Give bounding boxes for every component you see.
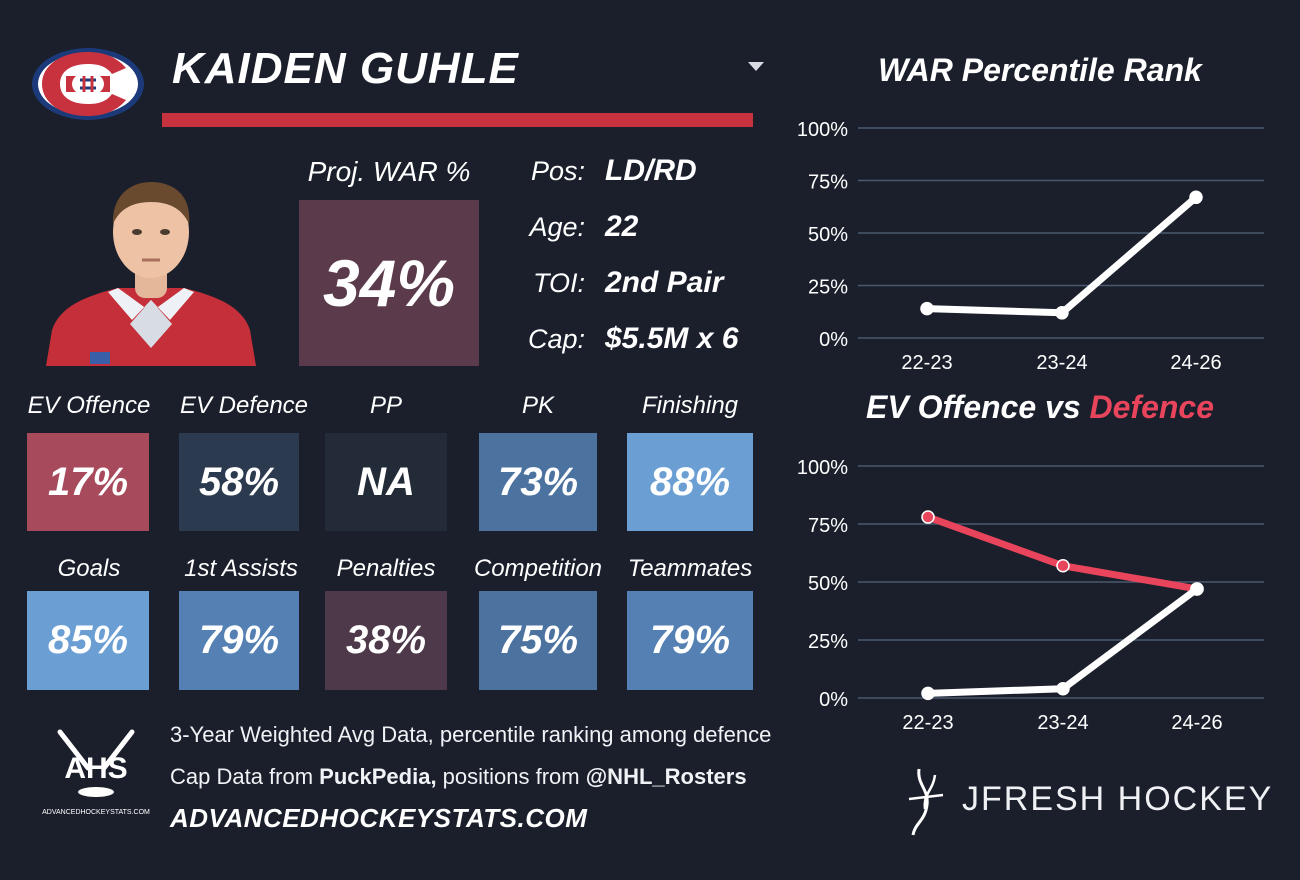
footer-note-2-mid: positions from	[436, 764, 586, 789]
footer-note-1: 3-Year Weighted Avg Data, percentile ran…	[170, 722, 772, 747]
chart2-xtick-label: 24-26	[1171, 712, 1222, 734]
chart1-series-0-line	[923, 193, 1200, 317]
player-photo	[46, 182, 256, 366]
chart1-ytick-label: 50%	[808, 224, 848, 246]
tile-pk: 73%	[479, 433, 597, 531]
footer-note-2-pre: Cap Data from	[170, 764, 320, 789]
tile-goals: 85%	[27, 591, 149, 690]
player-name: KAIDEN GUHLE	[172, 44, 519, 93]
info-age-value: 22	[605, 210, 639, 243]
war-percentile-chart: 0% 25% 50% 75% 100% 22-23 23-24 24-26	[797, 119, 1264, 374]
chart1-title: WAR Percentile Rank	[878, 52, 1202, 88]
chart2-xtick-label: 22-23	[902, 712, 953, 734]
chart2-ytick-label: 75%	[808, 515, 848, 537]
chart2-ytick-label: 100%	[797, 457, 848, 479]
tile-label-goals: Goals	[57, 555, 121, 582]
info-pos-key: Pos:	[530, 156, 585, 186]
tile-label-pp: PP	[369, 392, 402, 419]
chart2-series-0-point	[1056, 681, 1070, 696]
info-age-key: Age:	[529, 212, 585, 242]
chart1-ytick-label: 0%	[819, 329, 848, 351]
info-cap-key: Cap:	[527, 324, 585, 354]
tile-label-ev-defence: EV Defence	[179, 392, 309, 419]
chart2-xtick-label: 23-24	[1037, 712, 1088, 734]
tile-teammates: 79%	[627, 591, 753, 690]
header-accent-bar	[162, 113, 753, 127]
chart1-xtick-label: 22-23	[901, 352, 952, 374]
tile-label-pk: PK	[521, 392, 554, 419]
chart1-ytick-label: 75%	[808, 172, 848, 194]
puckpedia-credit: PuckPedia,	[319, 764, 437, 789]
chart2-title-part2: Defence	[1089, 389, 1215, 425]
tile-1st-assists: 79%	[179, 591, 299, 690]
tile-label-competition: Competition	[473, 555, 603, 582]
chart1-series-0-point	[920, 301, 934, 316]
tile-finishing: 88%	[627, 433, 753, 531]
nhl-rosters-credit: @NHL_Rosters	[585, 764, 747, 789]
chart1-ytick-label: 25%	[808, 277, 848, 299]
ahs-logo-subtext: ADVANCEDHOCKEYSTATS.COM	[42, 809, 150, 816]
chart2-title: EV Offence vs Defence	[800, 389, 1280, 426]
chart2-series-1-point	[1056, 559, 1070, 573]
site-link[interactable]: ADVANCEDHOCKEYSTATS.COM	[170, 803, 588, 833]
info-cap-value: $5.5M x 6	[605, 322, 739, 355]
info-pos-value: LD/RD	[605, 154, 697, 187]
ev-offence-defence-chart: 0% 25% 50% 75% 100% 22-23 23-24 24-26	[797, 457, 1264, 734]
chart2-ytick-label: 25%	[808, 631, 848, 653]
chart2-ytick-label: 50%	[808, 573, 848, 595]
tile-penalties: 38%	[325, 591, 447, 690]
tile-label-teammates: Teammates	[627, 555, 753, 582]
jfresh-logo-icon	[908, 768, 944, 836]
tile-label-penalties: Penalties	[336, 555, 436, 582]
ahs-logo-icon: AHS ADVANCEDHOCKEYSTATS.COM	[42, 729, 150, 816]
ahs-logo-text: AHS	[64, 752, 127, 785]
tile-ev-offence: 17%	[27, 433, 149, 531]
proj-war-label: Proj. WAR %	[307, 156, 471, 187]
jfresh-hockey-brand: JFRESH HOCKEY	[962, 780, 1274, 818]
chart1-xtick-label: 23-24	[1036, 352, 1087, 374]
tile-pp: NA	[325, 433, 447, 531]
footer-note-2: Cap Data from PuckPedia, positions from …	[170, 764, 747, 790]
chart2-ytick-label: 0%	[819, 689, 848, 711]
tile-competition: 75%	[479, 591, 597, 690]
tile-label-ev-offence: EV Offence	[27, 392, 151, 419]
chart2-series-0-point	[1190, 582, 1204, 596]
chart2-series-1-point	[921, 510, 935, 524]
chart1-xtick-label: 24-26	[1170, 352, 1221, 374]
chart1-series-0-point	[1055, 306, 1069, 320]
tile-label-finishing: Finishing	[641, 392, 739, 419]
chart2-series-0-point	[921, 686, 935, 701]
info-toi-key: TOI:	[532, 268, 585, 298]
chart2-title-part1: EV Offence vs	[865, 389, 1090, 425]
chart2-series-0-line	[924, 585, 1201, 697]
chart2-series-1-line	[924, 513, 1201, 593]
team-logo-icon	[32, 48, 144, 120]
proj-war-value: 34%	[299, 200, 479, 366]
chart1-series-0-point	[1189, 190, 1203, 205]
chart1-ytick-label: 100%	[797, 119, 848, 141]
info-toi-value: 2nd Pair	[605, 266, 724, 299]
player-select-dropdown-icon[interactable]	[748, 62, 764, 71]
tile-ev-defence: 58%	[179, 433, 299, 531]
tile-label-1st-assists: 1st Assists	[184, 555, 298, 582]
